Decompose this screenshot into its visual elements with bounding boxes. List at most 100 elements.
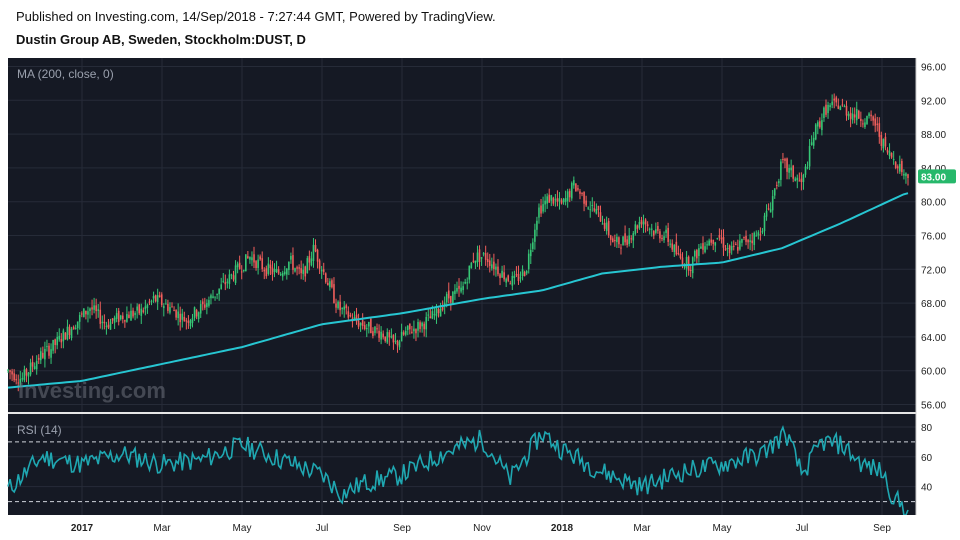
candle-body bbox=[529, 250, 532, 257]
candle-body bbox=[796, 177, 799, 181]
candle-body bbox=[138, 304, 141, 314]
candle-body bbox=[819, 121, 821, 128]
candle-body bbox=[220, 284, 223, 290]
candle-body bbox=[538, 207, 540, 218]
candle-body bbox=[154, 295, 157, 302]
candle-body bbox=[609, 235, 612, 240]
published-info: Published on Investing.com, 14/Sep/2018 … bbox=[16, 9, 496, 24]
candle-body bbox=[46, 346, 48, 348]
candle-body bbox=[302, 269, 305, 274]
candle-body bbox=[599, 212, 602, 222]
candle-body bbox=[19, 378, 22, 386]
candle-body bbox=[390, 336, 393, 338]
candle-body bbox=[581, 193, 583, 195]
candle-body bbox=[825, 104, 827, 115]
candle-body bbox=[616, 236, 618, 243]
candle-body bbox=[665, 229, 667, 233]
candle-body bbox=[165, 303, 167, 305]
candle-body bbox=[99, 309, 102, 324]
candle-body bbox=[179, 313, 182, 323]
candle-body bbox=[279, 274, 282, 276]
candle-body bbox=[273, 268, 276, 273]
candle-body bbox=[788, 167, 790, 173]
candle-body bbox=[193, 307, 196, 318]
candle-body bbox=[212, 296, 214, 298]
candle-body bbox=[579, 191, 581, 194]
candle-body bbox=[720, 237, 723, 240]
candle-body bbox=[458, 285, 460, 289]
candle-body bbox=[122, 315, 124, 319]
candle-body bbox=[115, 313, 118, 319]
candle-body bbox=[206, 303, 208, 307]
candle-body bbox=[542, 204, 544, 212]
candle-body bbox=[204, 304, 206, 308]
candle-body bbox=[870, 114, 872, 117]
candle-body bbox=[292, 255, 294, 270]
candle-body bbox=[288, 261, 290, 270]
candle-body bbox=[759, 234, 762, 236]
candle-body bbox=[577, 188, 579, 190]
candle-body bbox=[173, 310, 175, 312]
candle-body bbox=[450, 296, 452, 303]
rsi-tick-label: 60 bbox=[921, 453, 933, 464]
candle-body bbox=[423, 323, 425, 330]
candle-body bbox=[741, 239, 743, 243]
candle-body bbox=[402, 332, 405, 335]
candle-body bbox=[712, 239, 715, 244]
candle-body bbox=[757, 232, 760, 236]
candle-body bbox=[226, 281, 229, 283]
candle-body bbox=[425, 316, 428, 330]
candle-body bbox=[671, 243, 674, 250]
time-tick-label: 2017 bbox=[71, 523, 94, 534]
candle-body bbox=[480, 257, 483, 259]
candle-body bbox=[68, 326, 71, 336]
candle-body bbox=[286, 268, 288, 275]
candle-body bbox=[540, 205, 542, 214]
candle-body bbox=[491, 264, 493, 269]
candle-body bbox=[9, 370, 11, 372]
candle-body bbox=[218, 288, 220, 295]
candle-body bbox=[521, 269, 524, 277]
candle-body bbox=[335, 303, 337, 308]
candle-body bbox=[587, 207, 589, 209]
candle-body bbox=[734, 244, 737, 246]
candle-body bbox=[689, 269, 692, 271]
candlestick-series bbox=[7, 93, 909, 392]
candle-body bbox=[210, 295, 212, 299]
candle-body bbox=[866, 116, 868, 125]
candle-body bbox=[876, 123, 879, 125]
candle-body bbox=[228, 274, 231, 284]
candle-body bbox=[97, 309, 100, 311]
candle-body bbox=[722, 237, 725, 248]
candle-body bbox=[201, 301, 204, 305]
candle-body bbox=[255, 261, 257, 269]
candle-body bbox=[404, 330, 407, 335]
candle-body bbox=[570, 183, 573, 199]
candle-body bbox=[294, 268, 296, 272]
candle-body bbox=[888, 151, 891, 156]
candle-body bbox=[48, 345, 50, 356]
time-tick-label: Mar bbox=[633, 523, 651, 534]
candle-body bbox=[89, 308, 91, 311]
candle-body bbox=[509, 283, 512, 285]
candle-body bbox=[380, 331, 382, 340]
candle-body bbox=[493, 261, 495, 270]
candle-body bbox=[675, 241, 678, 255]
candle-body bbox=[44, 348, 46, 360]
candle-body bbox=[802, 174, 805, 183]
price-tick-label: 72.00 bbox=[921, 265, 946, 276]
price-tick-label: 96.00 bbox=[921, 62, 946, 73]
candle-body bbox=[634, 224, 637, 234]
candle-body bbox=[269, 264, 272, 269]
candle-body bbox=[790, 167, 792, 171]
candle-body bbox=[556, 198, 559, 202]
candle-body bbox=[896, 166, 899, 169]
candle-body bbox=[189, 319, 192, 327]
candle-body bbox=[345, 305, 348, 309]
candle-body bbox=[468, 265, 471, 280]
candle-body bbox=[372, 331, 374, 336]
candle-body bbox=[236, 263, 239, 268]
candle-body bbox=[361, 320, 364, 326]
candle-body bbox=[890, 152, 893, 158]
